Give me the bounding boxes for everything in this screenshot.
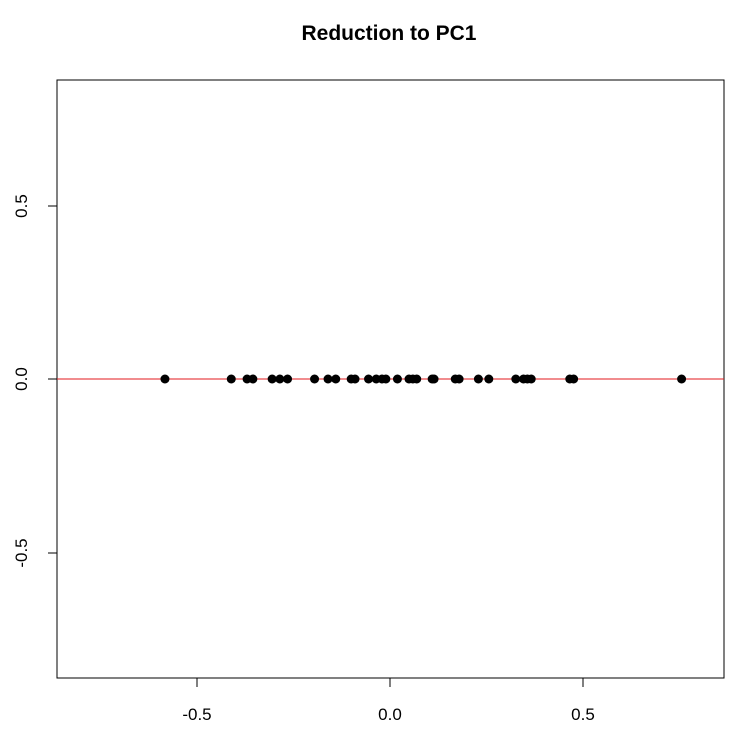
data-point xyxy=(511,374,521,384)
y-tick-label: -0.5 xyxy=(12,538,31,567)
data-point xyxy=(160,374,170,384)
data-point xyxy=(331,374,341,384)
data-point xyxy=(275,374,285,384)
data-point xyxy=(283,374,293,384)
data-point xyxy=(392,374,402,384)
data-point xyxy=(484,374,494,384)
data-point xyxy=(248,374,258,384)
data-point xyxy=(310,374,320,384)
data-point xyxy=(473,374,483,384)
x-tick-label: 0.0 xyxy=(378,705,402,724)
data-point xyxy=(677,374,687,384)
points-layer xyxy=(160,374,687,384)
data-point xyxy=(454,374,464,384)
y-axis: -0.5 0.0 0.5 xyxy=(12,194,57,568)
data-point xyxy=(226,374,236,384)
x-axis: -0.5 0.0 0.5 xyxy=(182,678,595,724)
y-tick-label: 0.5 xyxy=(12,194,31,218)
x-tick-label: 0.5 xyxy=(571,705,595,724)
data-point xyxy=(412,374,422,384)
data-point xyxy=(569,374,579,384)
data-point xyxy=(267,374,277,384)
data-point xyxy=(323,374,333,384)
data-point xyxy=(381,374,391,384)
y-tick-label: 0.0 xyxy=(12,367,31,391)
data-point xyxy=(526,374,536,384)
data-point xyxy=(429,374,439,384)
x-tick-label: -0.5 xyxy=(182,705,211,724)
chart-title: Reduction to PC1 xyxy=(301,22,476,45)
data-point xyxy=(364,374,374,384)
data-point xyxy=(350,374,360,384)
